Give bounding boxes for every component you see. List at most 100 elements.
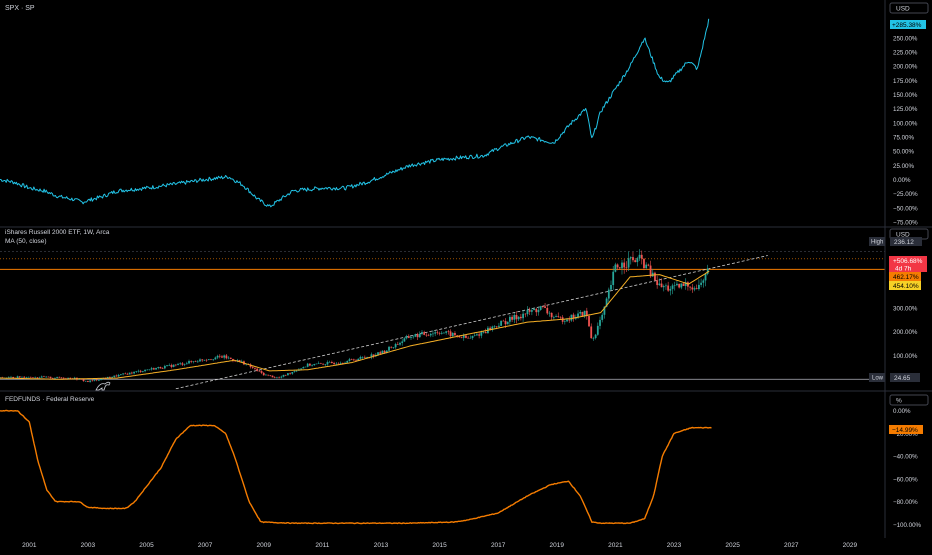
candle-body [302, 367, 305, 369]
candle-body [43, 376, 45, 378]
iwm-current-badge [889, 256, 927, 272]
candle-body [111, 376, 113, 378]
candle-body [128, 372, 131, 375]
spx-tick-label: 0.00% [893, 177, 911, 184]
candle-body [577, 313, 579, 317]
iwm-title[interactable]: iShares Russell 2000 ETF, 1W, Arca [5, 229, 110, 236]
candle-body [445, 331, 448, 333]
candle-body [214, 357, 217, 360]
candle-body [137, 370, 140, 372]
candle-body [698, 284, 700, 290]
candle-body [280, 376, 283, 378]
candle-body [58, 376, 61, 378]
candle-body [484, 332, 487, 334]
fedfunds-current-badge [889, 425, 923, 434]
spx-marks [0, 18, 710, 208]
candle-body [308, 363, 311, 366]
candle-body [401, 341, 404, 343]
candle-body [293, 371, 296, 372]
candle-body [410, 337, 412, 338]
x-tick-label: 2015 [432, 542, 447, 549]
candle-body [691, 287, 694, 290]
candle-body [700, 282, 703, 285]
candle-body [363, 356, 366, 358]
candle-body [93, 379, 96, 381]
candle-body [229, 357, 232, 359]
candle-body [704, 273, 707, 281]
candle-body [146, 369, 149, 371]
candle-body [69, 377, 72, 379]
spx-current-badge [890, 20, 926, 29]
candle-body [27, 376, 30, 378]
candle-body [98, 380, 100, 381]
candle-body [465, 335, 467, 338]
candle-body [649, 265, 652, 277]
candle-body [627, 258, 630, 268]
candle-body [45, 376, 48, 378]
candle-body [632, 257, 634, 261]
candle-body [489, 327, 492, 331]
candle-body [385, 350, 388, 353]
candle-body [271, 375, 274, 378]
ma-title[interactable]: MA (50, close) [5, 238, 47, 245]
candle-body [357, 358, 360, 361]
candle-body [60, 377, 63, 379]
candle-body [607, 289, 610, 299]
candle-body [585, 310, 588, 317]
candle-body [515, 315, 518, 320]
x-tick-label: 2005 [139, 542, 154, 549]
candle-body [480, 332, 483, 336]
candle-body [133, 371, 135, 374]
candle-body [667, 285, 670, 291]
candle-body [412, 336, 415, 338]
candle-body [122, 373, 124, 375]
spx-tick-label: 150.00% [893, 92, 918, 99]
x-tick-label: 2011 [315, 542, 329, 549]
candle-body [172, 364, 175, 367]
candle-body [548, 312, 551, 314]
time-axis[interactable]: 2001 2003 2005 2007 2009 2011 2013 2015 2017 2019… [22, 542, 857, 549]
fedfunds-title[interactable]: FEDFUNDS · Federal Reserve [5, 396, 95, 403]
candle-body [366, 356, 368, 358]
candle-body [528, 309, 531, 312]
fedfunds-marks [0, 409, 712, 525]
candle-body [478, 334, 481, 336]
candle-body [311, 365, 313, 366]
candle-body [210, 359, 212, 360]
fedfunds-line [0, 409, 712, 525]
candle-body [73, 377, 76, 379]
candle-body [350, 359, 353, 360]
candle-body [636, 258, 639, 263]
candle-body [370, 354, 373, 358]
candle-body [603, 306, 606, 315]
low-tag [869, 373, 885, 382]
fedfunds-unit-button[interactable] [889, 394, 929, 406]
fedfunds-tick-label: −60.00% [893, 476, 918, 483]
spx-tick-label: 175.00% [893, 78, 918, 85]
candle-body [596, 325, 599, 335]
candle-body [399, 342, 401, 345]
candle-body [522, 313, 524, 319]
candle-body [7, 377, 10, 378]
candle-body [702, 280, 705, 283]
candle-body [438, 333, 441, 334]
candle-body [581, 312, 584, 317]
candle-body [304, 366, 307, 368]
x-tick-label: 2007 [198, 542, 213, 549]
candle-body [190, 361, 193, 362]
candle-body [647, 264, 650, 266]
spx-tick-label: −25.00% [893, 191, 918, 198]
candle-body [170, 365, 173, 367]
candle-body [260, 371, 263, 373]
spx-currency-button[interactable] [889, 2, 929, 14]
candle-body [394, 344, 397, 348]
spx-title[interactable]: SPX · SP [5, 5, 35, 12]
candle-body [89, 380, 92, 382]
candle-body [339, 362, 342, 364]
candle-body [429, 333, 432, 336]
candle-body [678, 283, 681, 288]
candle-body [221, 356, 223, 358]
candle-body [555, 316, 557, 318]
